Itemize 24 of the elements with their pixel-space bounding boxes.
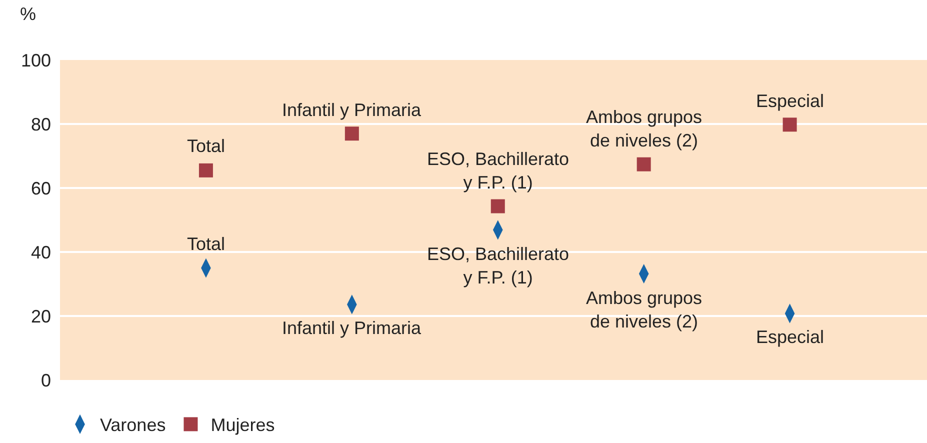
annotation: Especial	[756, 91, 824, 111]
legend-label: Varones	[100, 415, 166, 436]
y-tick-label: 40	[30, 242, 51, 262]
annotation: ESO, Bachillerato y F.P. (1)	[427, 244, 570, 288]
y-tick-label: 0	[40, 370, 51, 390]
y-tick-label: 60	[30, 178, 51, 198]
annotation: Ambos grupos de niveles (2)	[586, 107, 702, 150]
y-tick-label: 20	[30, 306, 51, 326]
point	[782, 118, 797, 132]
point	[490, 199, 505, 214]
y-tick-label: 100	[20, 50, 51, 70]
annotation: Infantil y Primaria	[282, 318, 422, 338]
annotation: Especial	[756, 327, 824, 347]
point	[198, 163, 213, 178]
y-tick-label: 80	[30, 114, 51, 134]
y-axis-title: %	[20, 4, 36, 24]
legend-label: Mujeres	[210, 415, 275, 436]
annotation: ESO, Bachillerato y F.P. (1)	[427, 149, 570, 192]
annotation: Ambos grupos de niveles (2)	[586, 288, 702, 332]
annotation: Infantil y Primaria	[282, 100, 422, 120]
annotation: Total	[187, 234, 226, 254]
annotation: Total	[187, 136, 226, 156]
point	[636, 157, 651, 172]
point	[344, 126, 359, 141]
